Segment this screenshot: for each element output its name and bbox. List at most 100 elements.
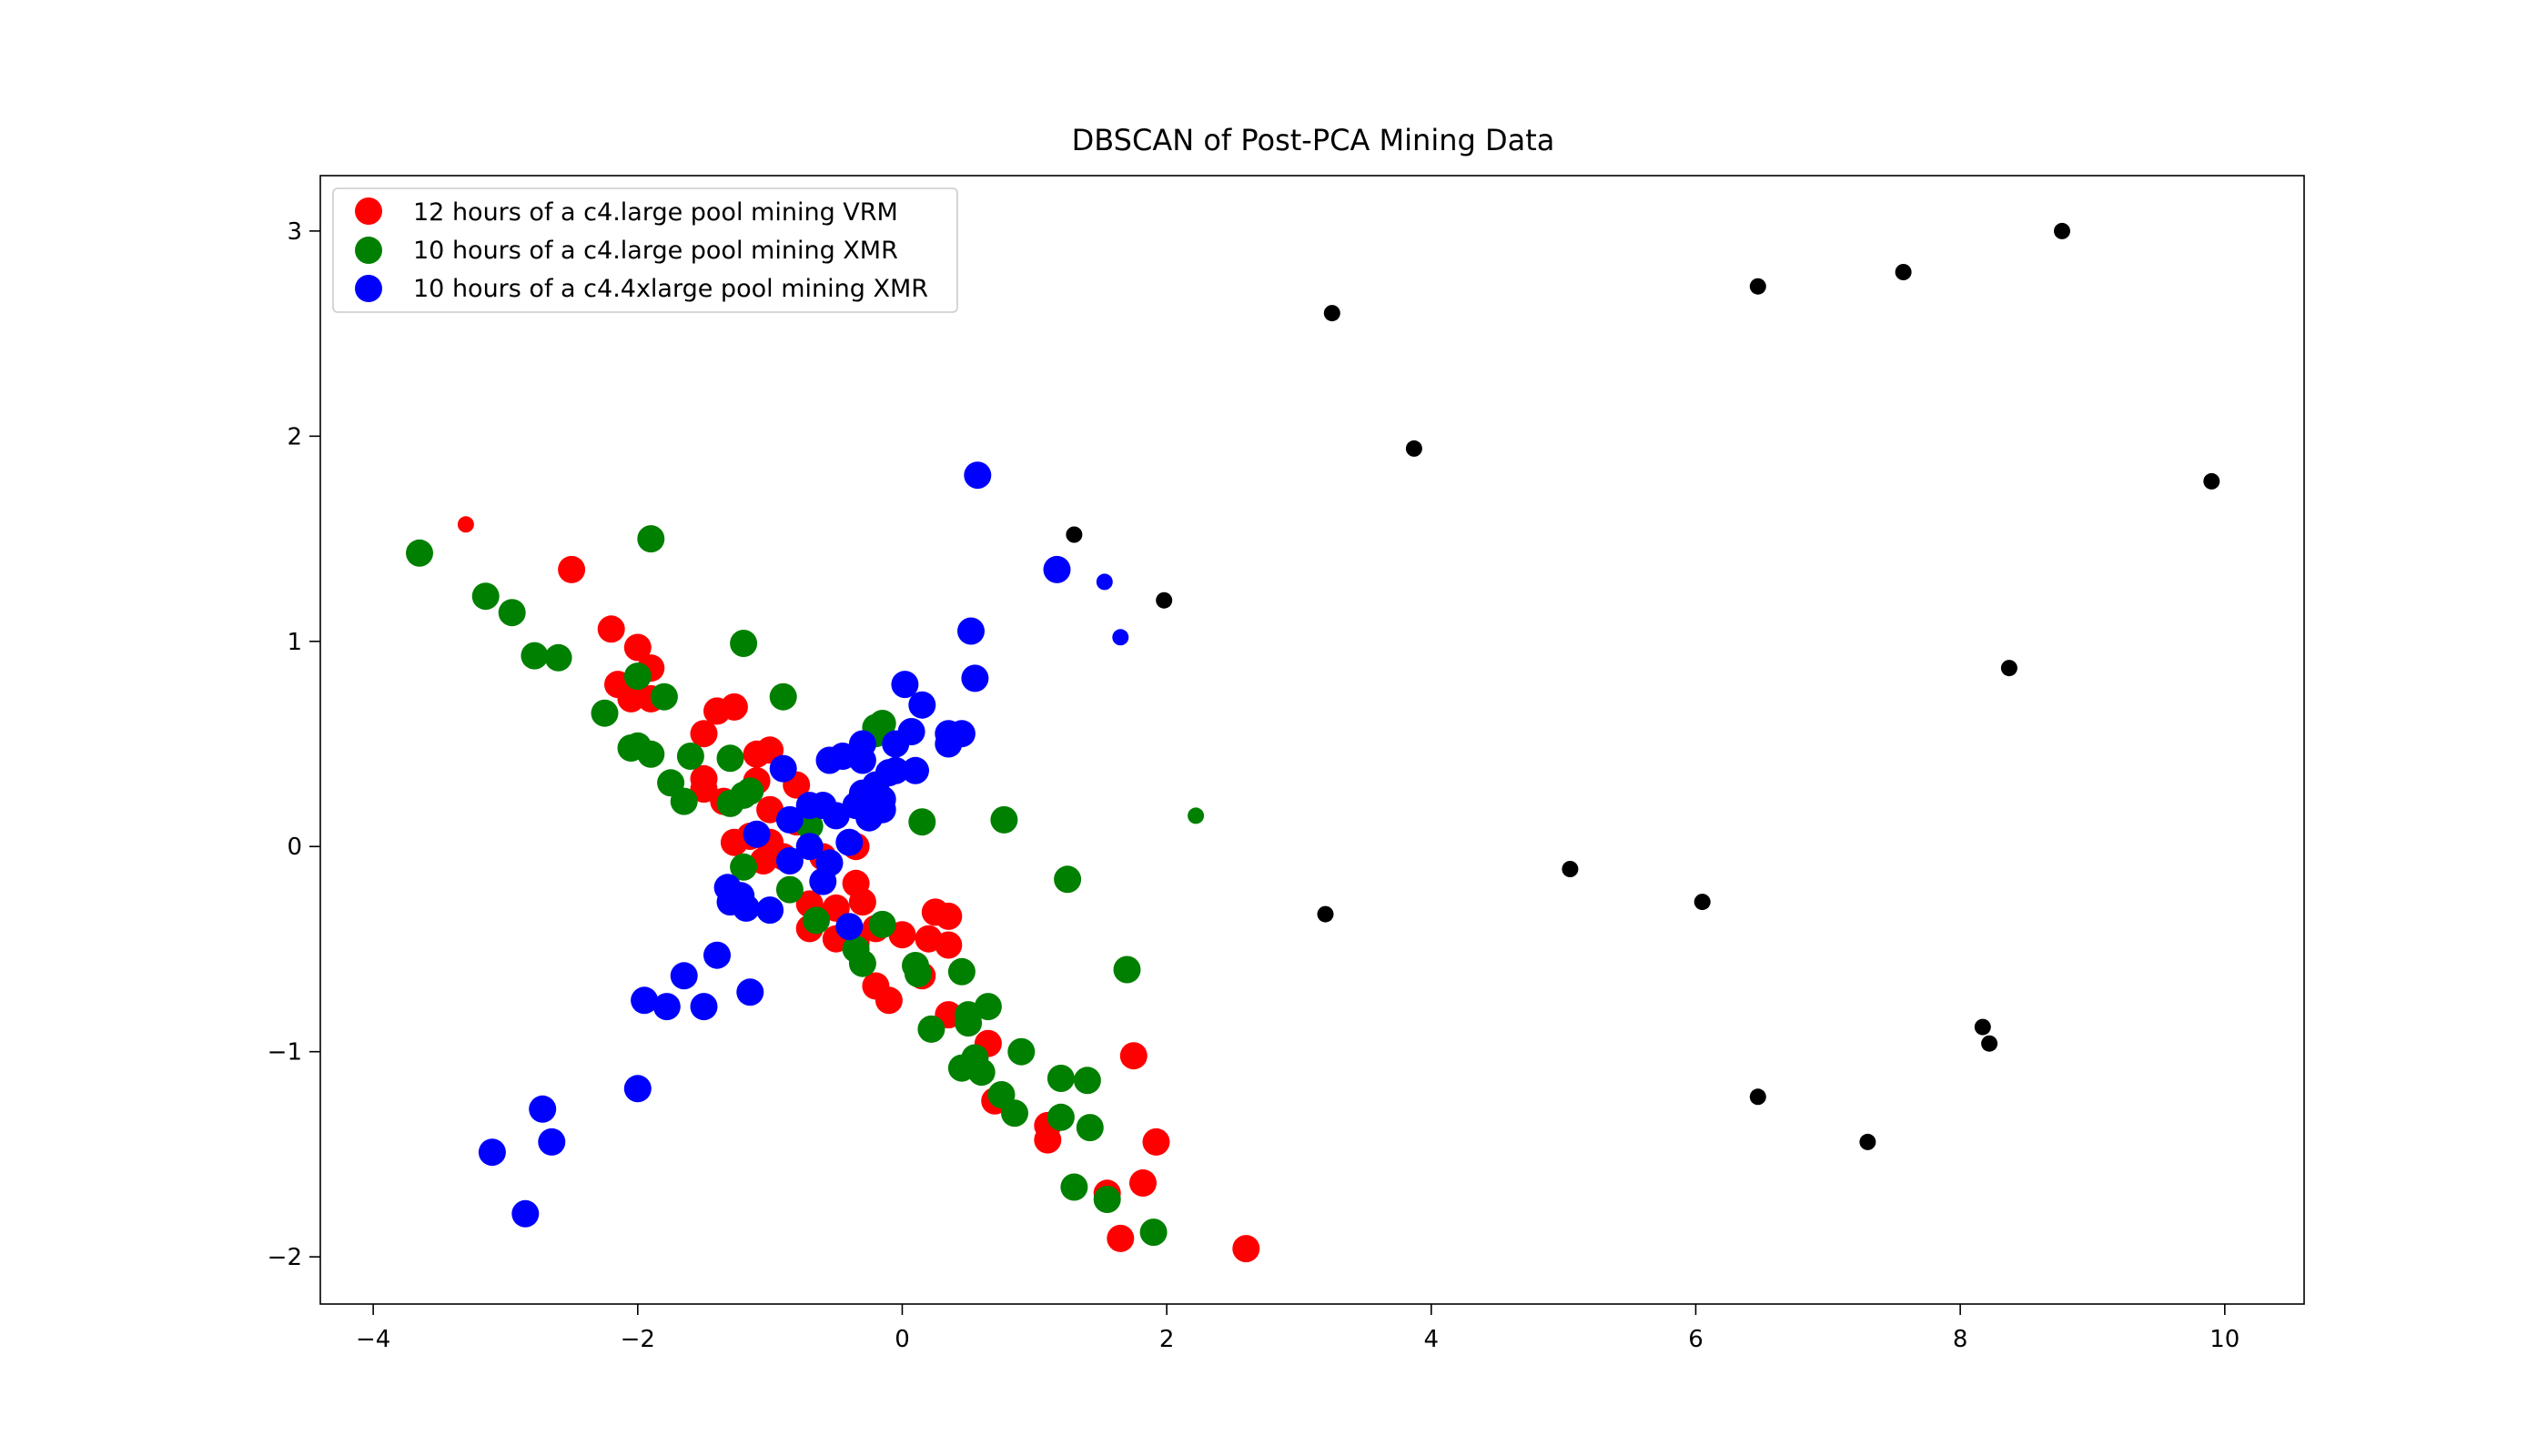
data-point-s2-48 [529, 1095, 557, 1123]
data-point-s6-10 [1694, 894, 1711, 911]
data-point-s1-5 [637, 525, 665, 553]
data-point-s0-48 [1142, 1127, 1170, 1156]
data-point-s1-22 [775, 875, 804, 904]
data-point-s6-13 [1981, 1035, 1998, 1052]
data-point-s6-4 [1749, 278, 1766, 295]
data-point-s0-2 [623, 633, 652, 662]
legend-marker-xmr-large [355, 237, 382, 264]
data-point-s0-52 [1232, 1235, 1260, 1263]
data-point-s2-33 [809, 867, 837, 895]
data-point-s1-44 [1060, 1173, 1088, 1201]
data-point-s1-45 [1093, 1186, 1121, 1213]
data-point-s6-3 [1156, 592, 1173, 609]
data-point-s2-14 [848, 746, 876, 774]
data-point-s1-2 [498, 599, 526, 627]
y-axis: −2 −1 0 1 2 3 [268, 218, 320, 1271]
data-point-s6-8 [2000, 660, 2017, 677]
data-point-s2-47 [623, 1075, 652, 1103]
data-point-s6-9 [1562, 861, 1579, 877]
data-point-s6-7 [2203, 472, 2220, 490]
data-point-s1-15 [716, 744, 744, 773]
data-point-s1-14 [676, 743, 704, 770]
data-point-s0-51 [1107, 1224, 1135, 1252]
data-point-s2-23 [795, 792, 824, 820]
data-point-s5-1 [1112, 629, 1129, 646]
data-point-s1-8 [591, 699, 619, 727]
data-point-s2-49 [538, 1127, 566, 1156]
y-tick-label: 1 [287, 629, 302, 656]
axes-frame [319, 175, 2305, 1305]
data-point-s0-13 [690, 775, 718, 804]
data-point-s2-40 [769, 754, 797, 783]
data-point-s6-15 [1859, 1133, 1876, 1150]
data-point-s6-1 [1405, 440, 1422, 457]
data-point-s1-29 [947, 957, 976, 986]
data-point-s1-46 [1139, 1218, 1168, 1247]
data-point-s0-37 [935, 902, 963, 930]
x-tick-label: −2 [621, 1326, 655, 1353]
x-axis: −4 −2 0 2 4 6 8 10 [356, 1304, 2240, 1353]
data-point-s0-9 [720, 693, 748, 721]
data-point-s1-43 [1076, 1114, 1104, 1142]
data-point-s1-40 [1046, 1065, 1075, 1092]
data-point-s2-27 [775, 805, 804, 834]
legend-marker-xmr-4xlarge [355, 275, 382, 302]
y-tick-label: 0 [287, 834, 302, 861]
data-point-s1-32 [955, 1009, 983, 1037]
data-point-s2-41 [703, 941, 731, 969]
x-tick-label: 10 [2209, 1326, 2240, 1353]
data-point-s0-38 [935, 931, 963, 959]
legend-label-xmr-4xlarge: 10 hours of a c4.4xlarge pool mining XMR [413, 275, 928, 303]
y-tick-label: 3 [287, 218, 302, 246]
data-point-s2-31 [775, 847, 804, 875]
legend-marker-vrm [355, 197, 382, 225]
data-point-s2-43 [736, 978, 764, 1006]
legend-box [332, 187, 958, 313]
data-point-s2-4 [891, 671, 919, 699]
data-point-s1-16 [730, 630, 758, 657]
data-point-s0-47 [1119, 1042, 1148, 1070]
x-tick-label: 8 [1953, 1326, 1968, 1353]
data-point-s1-17 [769, 682, 797, 711]
legend-label-vrm: 12 hours of a c4.large pool mining VRM [413, 198, 898, 227]
data-point-s1-6 [623, 662, 652, 691]
data-point-s2-28 [835, 828, 864, 856]
data-point-s0-41 [875, 986, 903, 1015]
y-tick-label: 2 [287, 423, 302, 450]
data-point-s1-30 [917, 1015, 945, 1043]
data-point-s1-25 [848, 949, 876, 977]
data-point-s2-9 [935, 730, 963, 758]
data-point-s0-5 [617, 684, 645, 713]
data-point-s0-29 [848, 888, 876, 916]
data-point-s6-6 [2054, 222, 2070, 239]
y-tick-label: −1 [268, 1039, 302, 1067]
data-point-s2-3 [961, 664, 989, 693]
legend-label-xmr-large: 10 hours of a c4.large pool mining XMR [413, 237, 898, 265]
y-tick-label: −2 [268, 1244, 302, 1271]
data-point-s6-12 [1974, 1018, 1991, 1036]
data-point-s2-26 [868, 795, 896, 824]
data-point-s2-45 [652, 993, 681, 1021]
data-point-s6-5 [1895, 264, 1912, 280]
data-point-s2-0 [964, 461, 992, 490]
data-point-s2-10 [882, 730, 910, 758]
data-point-s1-39 [1007, 1037, 1036, 1066]
data-point-s2-29 [743, 820, 771, 848]
data-point-s6-11 [1317, 905, 1334, 923]
data-point-s2-38 [756, 896, 784, 925]
plot-marks [406, 222, 2220, 1263]
x-tick-label: 2 [1159, 1326, 1175, 1353]
data-point-s2-1 [1043, 555, 1071, 583]
data-point-s1-33 [974, 993, 1002, 1021]
data-point-s2-16 [882, 756, 910, 784]
data-point-s3-0 [457, 516, 474, 533]
data-point-s2-13 [815, 746, 844, 774]
data-point-s2-51 [511, 1199, 540, 1228]
data-point-s1-41 [1046, 1103, 1075, 1131]
data-point-s1-28 [904, 960, 932, 987]
data-point-s0-49 [1129, 1169, 1157, 1197]
data-point-s5-0 [1096, 573, 1113, 591]
data-point-s1-47 [1113, 956, 1141, 984]
data-point-s1-11 [637, 740, 665, 768]
